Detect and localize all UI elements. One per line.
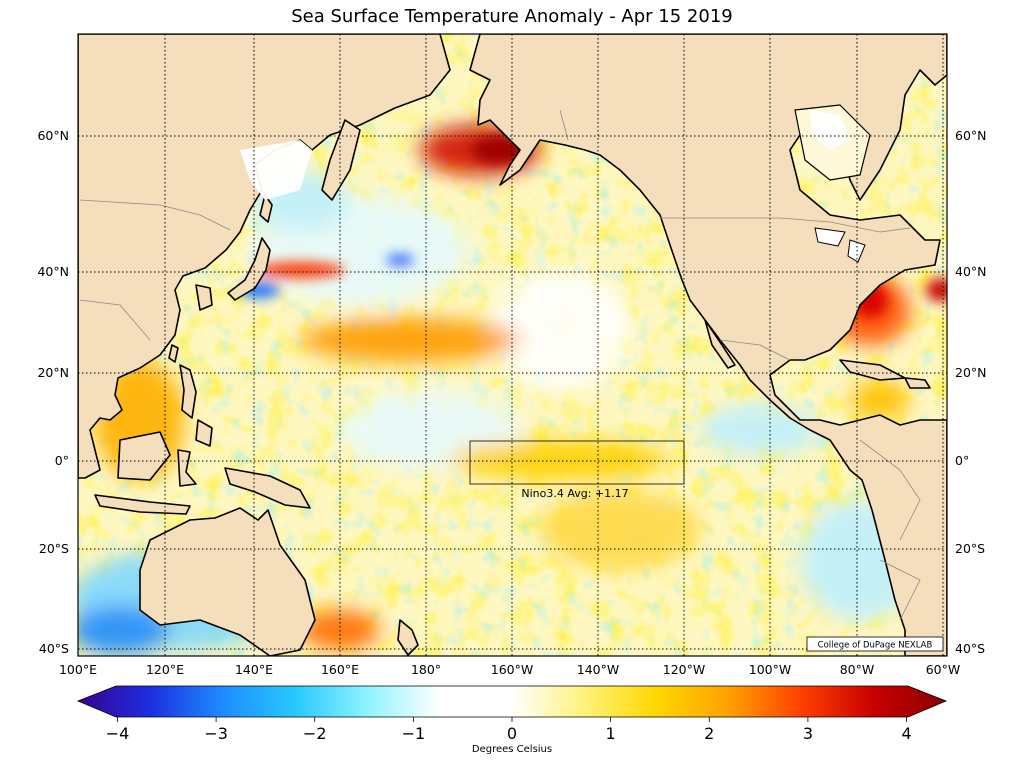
- longitude-label: 180°: [411, 662, 441, 677]
- colorbar-tick-label: −2: [303, 724, 327, 743]
- longitude-label: 100°W: [749, 662, 791, 677]
- latitude-label-right: 40°N: [955, 264, 987, 279]
- latitude-label-left: 40°N: [37, 264, 69, 279]
- graticule: [77, 34, 947, 656]
- credit-label: College of DuPage NEXLAB: [818, 641, 933, 651]
- map-title: Sea Surface Temperature Anomaly - Apr 15…: [291, 6, 733, 27]
- colorbar-tick-label: −3: [204, 724, 228, 743]
- colorbar-tick-label: 3: [803, 724, 813, 743]
- ocean-field: [78, 34, 947, 656]
- nino34-label: Nino3.4 Avg: +1.17: [521, 487, 628, 500]
- longitude-label: 120°E: [146, 662, 184, 677]
- latitude-label-right: 0°: [955, 453, 969, 468]
- latitude-label-left: 20°N: [37, 365, 69, 380]
- colorbar-tick-label: 0: [507, 724, 517, 743]
- colorbar-tick-label: −4: [106, 724, 130, 743]
- map-frame: [77, 33, 948, 657]
- colorbar-tick-label: −1: [402, 724, 426, 743]
- longitude-label: 100°E: [59, 662, 97, 677]
- latitude-label-right: 20°S: [955, 541, 985, 556]
- latitude-label-left: 60°N: [37, 128, 69, 143]
- latitude-label-left: 40°S: [39, 641, 69, 656]
- credit-box: [806, 636, 944, 652]
- longitude-label: 80°W: [840, 662, 875, 677]
- latitude-label-right: 20°N: [955, 365, 987, 380]
- colorbar-bar: [76, 685, 948, 718]
- longitude-label: 120°W: [663, 662, 705, 677]
- longitude-label: 140°W: [577, 662, 619, 677]
- longitude-label: 60°W: [926, 662, 961, 677]
- latitude-label-right: 40°S: [955, 641, 985, 656]
- latitude-label-left: 0°: [55, 453, 69, 468]
- latitude-label-right: 60°N: [955, 128, 987, 143]
- latitude-label-left: 20°S: [39, 541, 69, 556]
- nino34-box: [469, 440, 685, 485]
- colorbar-label: Degrees Celsius: [471, 744, 553, 755]
- latitude-labels: 60°N 60°N 40°N 40°N 20°N 20°N 0° 0° 20°S 20°S 40°S…: [37, 128, 986, 656]
- longitude-labels: 100°E 120°E 140°E 160°E 180° 160°W 140°W 120°W 1…: [59, 662, 960, 677]
- colorbar-tick-label: 4: [901, 724, 911, 743]
- longitude-label: 160°W: [491, 662, 533, 677]
- longitude-label: 140°E: [235, 662, 273, 677]
- longitude-label: 160°E: [321, 662, 359, 677]
- colorbar-ticks: −4 −3 −2 −1 0 1 2 3 4: [106, 717, 912, 743]
- colorbar-tick-label: 1: [606, 724, 616, 743]
- colorbar-tick-label: 2: [704, 724, 714, 743]
